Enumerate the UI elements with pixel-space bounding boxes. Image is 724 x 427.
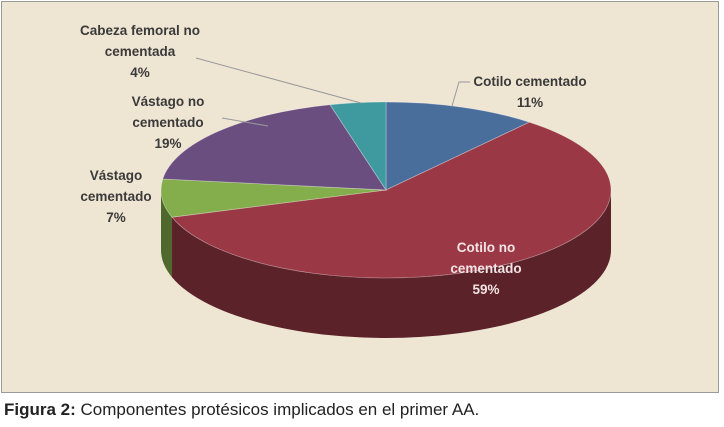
slice	[329, 101, 387, 192]
slice-side	[172, 190, 612, 338]
slice-side	[161, 190, 173, 278]
data-label: Vástago no cementado 19%	[113, 91, 223, 154]
slice	[162, 104, 387, 191]
caption: Figura 2: Componentes protésicos implica…	[4, 400, 479, 420]
value-label: 59%	[472, 282, 500, 297]
chart	[160, 57, 612, 338]
value-label: 4%	[130, 65, 150, 80]
category-label: Cotilo no cementado	[450, 240, 522, 276]
value-label: 7%	[106, 210, 126, 225]
caption-text: Componentes protésicos implicados en el …	[80, 400, 480, 419]
data-label: Vástago cementado 7%	[71, 165, 161, 228]
data-label: Cotilo cementado 11%	[445, 71, 615, 113]
value-label: 19%	[154, 136, 182, 151]
leader-line	[195, 57, 362, 104]
data-label: Cotilo no cementado 59%	[436, 237, 536, 300]
value-label: 11%	[516, 95, 544, 110]
slice	[385, 101, 531, 191]
leader-line	[451, 81, 470, 107]
category-label: Vástago cementado	[80, 168, 152, 204]
caption-label: Figura 2:	[4, 400, 76, 419]
category-label: Cotilo cementado	[473, 74, 587, 89]
category-label: Cabeza femoral no cementada	[79, 23, 201, 59]
slice	[160, 178, 387, 218]
data-label: Cabeza femoral no cementada 4%	[75, 20, 205, 83]
slice	[171, 121, 612, 279]
category-label: Vástago no cementado	[131, 94, 205, 130]
leader-line	[221, 117, 269, 127]
